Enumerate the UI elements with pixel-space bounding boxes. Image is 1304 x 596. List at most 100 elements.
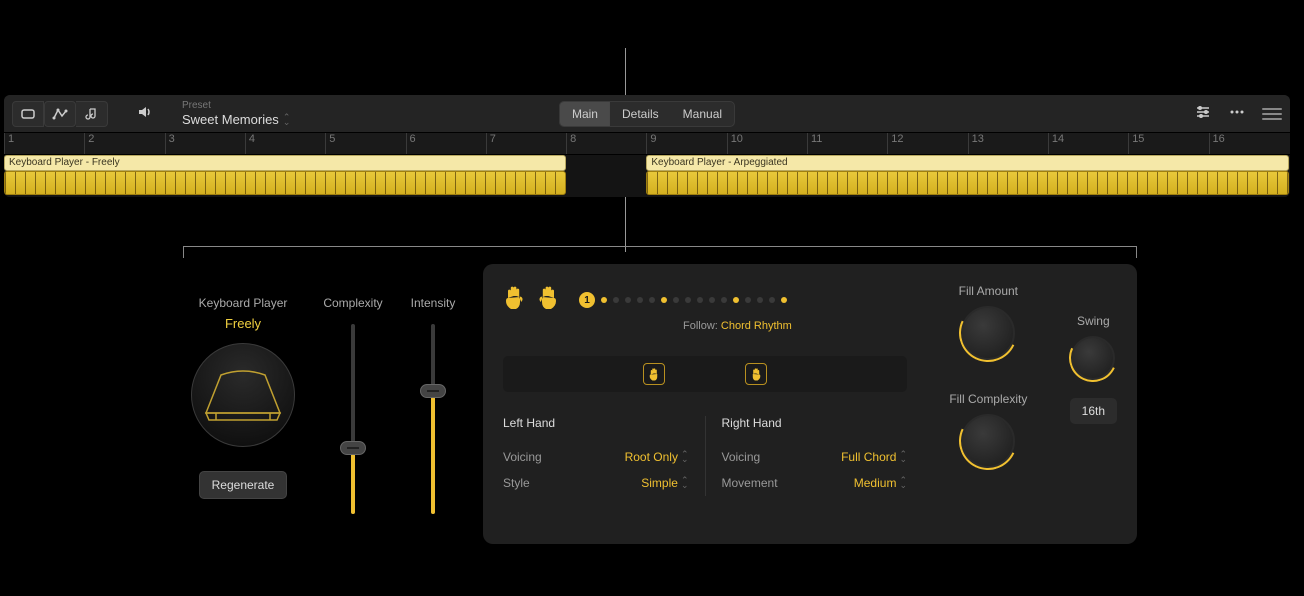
tab-details[interactable]: Details	[610, 102, 671, 126]
pattern-step[interactable]	[733, 297, 739, 303]
right-movement-value[interactable]: Medium⌃⌄	[854, 476, 907, 490]
left-voicing-row: Voicing Root Only⌃⌄	[503, 444, 689, 470]
pattern-step[interactable]	[769, 297, 775, 303]
region-header[interactable]: Keyboard Player - Arpeggiated	[646, 155, 1288, 171]
regenerate-button[interactable]: Regenerate	[199, 471, 288, 499]
callout-bracket	[183, 246, 1137, 258]
editor-panel: Preset Sweet Memories ⌃⌄ Main Details Ma…	[4, 95, 1290, 197]
region-header[interactable]: Keyboard Player - Freely	[4, 155, 566, 171]
left-voicing-value[interactable]: Root Only⌃⌄	[625, 450, 689, 464]
complexity-slider[interactable]	[351, 324, 355, 514]
right-voicing-label: Voicing	[722, 450, 761, 464]
intensity-column: Intensity	[403, 264, 463, 544]
fill-knobs-column: Fill Amount Fill Complexity	[927, 284, 1050, 524]
left-hand-icon[interactable]	[503, 284, 525, 316]
toolbar-right	[1194, 103, 1282, 124]
left-style-value[interactable]: Simple⌃⌄	[641, 476, 688, 490]
ruler-tick: 11	[807, 133, 822, 154]
display-right-hand-icon	[745, 363, 767, 385]
ruler-tick: 15	[1128, 133, 1144, 154]
view-region-button[interactable]	[12, 101, 44, 127]
view-automation-button[interactable]	[44, 101, 76, 127]
pattern-step[interactable]	[661, 297, 667, 303]
pattern-step-selected[interactable]: 1	[579, 292, 595, 308]
ruler-tick: 14	[1048, 133, 1064, 154]
complexity-label: Complexity	[323, 296, 382, 310]
region-midi[interactable]	[646, 171, 1288, 195]
ruler-tick: 3	[165, 133, 175, 154]
tab-main[interactable]: Main	[560, 102, 610, 126]
settings-icon[interactable]	[1194, 103, 1212, 124]
complexity-column: Complexity	[323, 264, 383, 544]
fill-complexity-knob[interactable]	[961, 414, 1015, 468]
pattern-step[interactable]	[625, 297, 631, 303]
left-style-row: Style Simple⌃⌄	[503, 470, 689, 496]
pattern-step[interactable]	[613, 297, 619, 303]
main-settings-panel: 1 Follow: Chord Rhythm Left Hand Voicing	[483, 264, 1137, 544]
pattern-step[interactable]	[697, 297, 703, 303]
toolbar: Preset Sweet Memories ⌃⌄ Main Details Ma…	[4, 95, 1290, 133]
swing-knob[interactable]	[1071, 336, 1115, 380]
preset-name: Sweet Memories ⌃⌄	[182, 112, 290, 127]
view-tabs: Main Details Manual	[559, 101, 735, 127]
ruler-tick: 10	[727, 133, 743, 154]
pattern-steps[interactable]: 1	[579, 292, 787, 308]
right-hand-icon[interactable]	[537, 284, 559, 316]
pattern-step[interactable]	[781, 297, 787, 303]
pattern-step[interactable]	[757, 297, 763, 303]
preset-label: Preset	[182, 100, 290, 111]
main-center: 1 Follow: Chord Rhythm Left Hand Voicing	[503, 284, 907, 524]
ruler-tick: 12	[887, 133, 903, 154]
ruler-tick: 13	[968, 133, 984, 154]
more-icon[interactable]	[1228, 103, 1246, 124]
follow-row: Follow: Chord Rhythm	[683, 320, 907, 332]
left-hand-title: Left Hand	[503, 416, 689, 430]
left-hand-column: Left Hand Voicing Root Only⌃⌄ Style Simp…	[503, 416, 705, 496]
pattern-step[interactable]	[601, 297, 607, 303]
ruler-tick: 7	[486, 133, 496, 154]
timeline-ruler[interactable]: 12345678910111213141516	[4, 133, 1290, 155]
player-name: Freely	[225, 316, 261, 331]
pattern-step[interactable]	[745, 297, 751, 303]
intensity-label: Intensity	[411, 296, 456, 310]
preset-selector[interactable]: Preset Sweet Memories ⌃⌄	[182, 100, 290, 127]
ruler-tick: 9	[646, 133, 656, 154]
instrument-icon[interactable]	[191, 343, 295, 447]
follow-value[interactable]: Chord Rhythm	[721, 320, 792, 332]
player-section-label: Keyboard Player	[199, 296, 288, 310]
fill-amount-label: Fill Amount	[959, 284, 1018, 298]
right-movement-row: Movement Medium⌃⌄	[722, 470, 908, 496]
right-hand-title: Right Hand	[722, 416, 908, 430]
pattern-step[interactable]	[637, 297, 643, 303]
right-hand-column: Right Hand Voicing Full Chord⌃⌄ Movement…	[705, 416, 908, 496]
ruler-tick: 1	[4, 133, 14, 154]
follow-label: Follow:	[683, 320, 718, 332]
pattern-step[interactable]	[709, 297, 715, 303]
hands-params: Left Hand Voicing Root Only⌃⌄ Style Simp…	[503, 416, 907, 496]
ruler-tick: 16	[1209, 133, 1225, 154]
menu-icon[interactable]	[1262, 108, 1282, 120]
right-voicing-row: Voicing Full Chord⌃⌄	[722, 444, 908, 470]
view-mode-group	[12, 101, 108, 127]
ruler-tick: 6	[406, 133, 416, 154]
note-display[interactable]	[503, 356, 907, 392]
left-voicing-label: Voicing	[503, 450, 542, 464]
left-style-label: Style	[503, 476, 530, 490]
pattern-step[interactable]	[649, 297, 655, 303]
fill-amount-knob[interactable]	[961, 306, 1015, 360]
pattern-step[interactable]	[685, 297, 691, 303]
right-voicing-value[interactable]: Full Chord⌃⌄	[841, 450, 907, 464]
ruler-tick: 8	[566, 133, 576, 154]
tab-manual[interactable]: Manual	[671, 102, 734, 126]
swing-label: Swing	[1077, 314, 1110, 328]
view-notes-button[interactable]	[76, 101, 108, 127]
hand-buttons	[503, 284, 559, 316]
right-movement-label: Movement	[722, 476, 778, 490]
swing-value[interactable]: 16th	[1070, 398, 1117, 424]
pattern-step[interactable]	[673, 297, 679, 303]
updown-icon: ⌃⌄	[283, 115, 291, 125]
speaker-icon[interactable]	[136, 103, 154, 124]
pattern-step[interactable]	[721, 297, 727, 303]
region-midi[interactable]	[4, 171, 566, 195]
intensity-slider[interactable]	[431, 324, 435, 514]
